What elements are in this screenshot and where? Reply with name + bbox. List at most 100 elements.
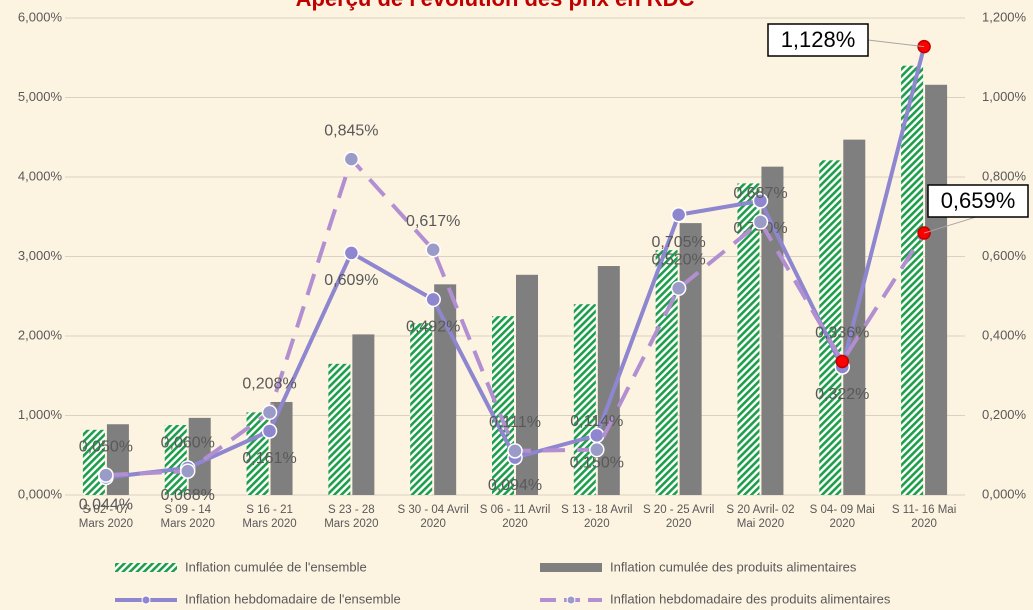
x-tick-line: S 20 - 25 Avril — [643, 504, 714, 516]
x-tick-line: S 20 Avril- 02 — [726, 504, 794, 516]
y-tick-label: 4,000% — [18, 168, 63, 183]
x-tick-label: S 13 - 18 Avril 2020 — [561, 504, 632, 530]
data-label: 0,111% — [489, 414, 541, 431]
x-tick-label: S 20 - 25 Avril 2020 — [643, 504, 714, 530]
data-label: 0,050% — [79, 438, 133, 455]
y-tick-label: 5,000% — [18, 89, 63, 104]
data-label: 0,705% — [652, 234, 706, 251]
x-tick-line: 2020 — [420, 518, 446, 530]
legend-label: Inflation cumulée de l'ensemble — [185, 559, 367, 574]
y-tick-label: 3,000% — [18, 248, 63, 263]
y2-tick-label: 0,400% — [982, 327, 1027, 342]
x-tick-line: 2020 — [584, 518, 610, 530]
x-tick-label: S 02 - 07 Mars 2020 — [79, 504, 133, 530]
bar — [188, 417, 211, 495]
y-tick-label: 1,000% — [18, 407, 63, 422]
y2-tick-label: 0,200% — [982, 407, 1027, 422]
marker — [425, 291, 441, 308]
bar — [106, 424, 129, 495]
y2-tick-label: 0,800% — [982, 168, 1027, 183]
marker — [670, 207, 687, 223]
x-tick-label: S 30 - 04 Avril 2020 — [397, 504, 468, 530]
data-label: 0,609% — [324, 272, 378, 289]
x-tick-line: S 06 - 11 Avril — [480, 504, 551, 516]
x-tick-label: S 06 - 11 Avril 2020 — [480, 504, 551, 530]
chart-title: Aperçu de l'évolution des prix en RDC — [296, 0, 695, 11]
marker — [752, 193, 769, 209]
x-tick-line: S 11- 16 Mai — [892, 504, 956, 516]
y-tick-label: 6,000% — [18, 9, 63, 24]
x-tick-label: S 04- 09 Mai 2020 — [810, 504, 875, 530]
legend-swatch — [540, 563, 602, 572]
x-tick-line: S 13 - 18 Avril — [561, 504, 632, 516]
bar — [270, 401, 293, 495]
marker — [261, 404, 278, 421]
bar — [761, 166, 784, 496]
data-label: 1,128% — [781, 27, 856, 52]
bar — [901, 65, 924, 495]
marker — [261, 423, 278, 439]
x-tick-label: S 11- 16 Mai 2020 — [892, 504, 956, 530]
data-label: 0,520% — [652, 252, 706, 269]
legend-label: Inflation cumulée des produits alimentai… — [610, 559, 857, 574]
data-label: 0,687% — [733, 185, 787, 202]
data-label: 0,068% — [161, 487, 215, 504]
marker — [752, 214, 769, 230]
data-label: 0,161% — [242, 450, 296, 467]
x-tick-line: Mars 2020 — [79, 518, 133, 530]
callout-leader — [867, 39, 925, 48]
marker — [98, 467, 114, 483]
x-tick-line: Mars 2020 — [242, 518, 296, 530]
x-tick-line: S 23 - 28 — [328, 504, 375, 516]
x-tick-label: S 20 Avril- 02 Mai 2020 — [726, 504, 794, 530]
marker — [343, 245, 360, 261]
data-label: 0,114% — [570, 413, 623, 430]
bar — [655, 250, 678, 495]
marker — [179, 463, 196, 479]
bar — [516, 274, 538, 495]
data-label: 0,336% — [815, 325, 869, 342]
x-tick-line: S 04- 09 Mai — [810, 504, 875, 516]
y2-tick-label: 1,000% — [982, 89, 1027, 104]
legend-swatch — [115, 563, 177, 572]
x-tick-line: 2020 — [502, 518, 528, 530]
x-tick-line: 2020 — [911, 518, 937, 530]
bar — [819, 160, 842, 495]
data-label: 0,322% — [815, 386, 869, 403]
data-label: 0,845% — [324, 122, 378, 139]
bar — [352, 334, 375, 495]
y2-tick-label: 0,600% — [982, 248, 1027, 263]
x-tick-label: S 16 - 21 Mars 2020 — [242, 504, 296, 530]
y2-tick-label: 0,000% — [982, 486, 1027, 501]
data-label: 0,208% — [242, 376, 296, 393]
bar — [164, 425, 187, 495]
x-tick-line: Mars 2020 — [324, 518, 378, 530]
marker — [589, 427, 605, 444]
x-tick-line: S 16 - 21 — [246, 504, 293, 516]
data-label: 0,659% — [941, 188, 1016, 213]
x-tick-line: S 02 - 07 — [83, 504, 130, 516]
bar — [434, 284, 457, 495]
x-tick-line: Mars 2020 — [161, 518, 215, 530]
y-tick-label: 2,000% — [18, 327, 63, 342]
callout-box — [927, 184, 1029, 218]
data-label: 0,617% — [406, 213, 460, 230]
marker — [343, 151, 360, 167]
data-label: 0,060% — [161, 434, 215, 451]
data-label: 0,044% — [79, 497, 133, 514]
bar — [925, 84, 948, 495]
x-tick-label: S 09 - 14 Mars 2020 — [161, 504, 215, 530]
legend-label: Inflation hebdomadaire de l'ensemble — [185, 591, 401, 606]
y2-tick-label: 1,200% — [982, 9, 1027, 24]
bar — [737, 183, 760, 496]
x-tick-line: S 30 - 04 Avril — [397, 504, 468, 516]
y-tick-label: 0,000% — [18, 486, 63, 501]
x-tick-label: S 23 - 28 Mars 2020 — [324, 504, 378, 530]
legend-label: Inflation hebdomadaire des produits alim… — [610, 591, 891, 606]
bar — [328, 363, 351, 495]
marker — [589, 441, 605, 458]
marker — [670, 280, 687, 297]
x-tick-line: Mai 2020 — [737, 518, 784, 530]
x-tick-line: 2020 — [829, 518, 855, 530]
